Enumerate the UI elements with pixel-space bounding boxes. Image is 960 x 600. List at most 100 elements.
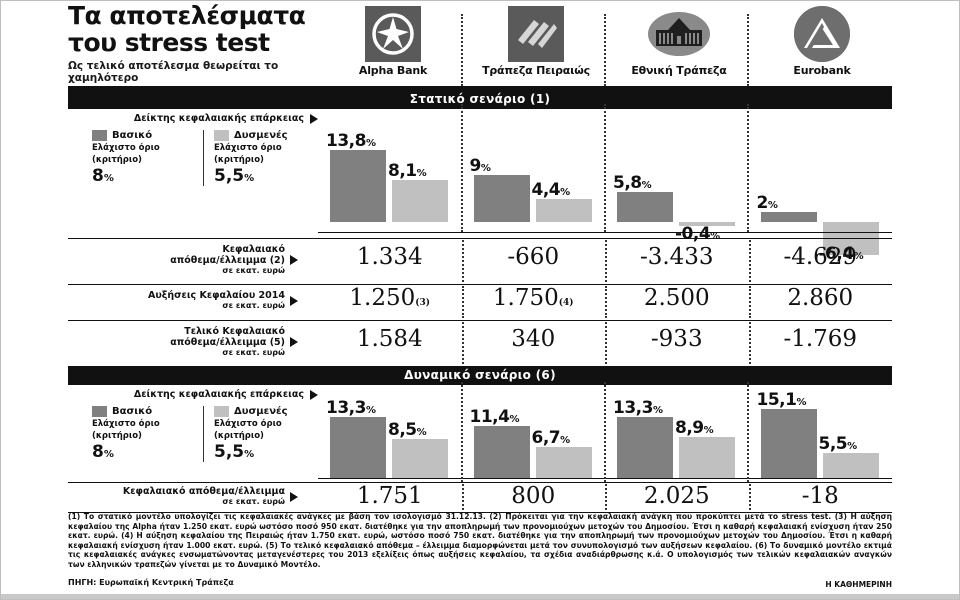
bank-column-piraeus: Τράπεζα Πειραιώς — [461, 6, 611, 77]
legend-static: Δείκτης κεφαλαιακής επάρκειας Βασικό Ελά… — [88, 113, 318, 186]
bar-unit: % — [703, 425, 714, 437]
bar-unit: % — [710, 231, 720, 242]
chart-baseline — [318, 232, 892, 233]
legend-adverse-sub2: (κριτήριο) — [214, 431, 264, 441]
bar-label-Βασικό-2: 13,3% — [613, 397, 663, 418]
row-value-cell: -660 — [462, 244, 606, 270]
bar-Βασικό-0 — [330, 416, 386, 478]
bar-value: 11,4 — [469, 406, 510, 427]
bar-value: 8,5 — [388, 419, 417, 440]
bar-value: 13,3 — [613, 397, 653, 418]
row-label: Αυξήσεις Κεφαλαίου 2014 σε εκατ. ευρώ — [68, 290, 300, 311]
bank-column-alpha: Alpha Bank — [318, 6, 468, 77]
row-label-unit: σε εκατ. ευρώ — [222, 497, 285, 506]
bar-unit: % — [847, 440, 857, 452]
source-label: ΠΗΓΗ: Ευρωπαϊκή Κεντρική Τράπεζα — [68, 578, 234, 587]
row-label-line1: Κεφαλαιακό — [222, 244, 285, 255]
chart1-divider-1 — [461, 104, 463, 232]
bar-unit: % — [652, 404, 663, 416]
row-rule — [68, 238, 892, 239]
bar-value: 5,8 — [613, 172, 642, 193]
legend-basic-number: 8 — [92, 442, 104, 462]
bar-Δυσμενές-3 — [822, 452, 879, 478]
bar-unit: % — [416, 167, 427, 179]
cell-value: -4.629 — [783, 244, 858, 270]
cell-value: 1.751 — [356, 483, 423, 509]
row-label-line2: απόθεμα/έλλειμμα (5) — [170, 337, 285, 348]
alpha-bank-logo — [365, 6, 421, 62]
row-value-cell: 1.334 — [318, 244, 462, 270]
bar-unit: % — [480, 163, 491, 175]
bar-unit: % — [365, 404, 376, 416]
cell-value: -3.433 — [639, 244, 714, 270]
triangle-icon — [290, 337, 298, 347]
row-rule — [68, 482, 892, 483]
legend-basic-dynamic: Βασικό Ελάχιστο όριο (κριτήριο) 8% — [88, 406, 203, 462]
bar-Δυσμενές-2 — [679, 437, 735, 478]
bar-label-Δυσμενές-1: 6,7% — [532, 428, 571, 448]
bar-value: 15,1 — [756, 389, 797, 410]
cell-value: 1.250 — [349, 285, 416, 311]
bar-Βασικό-1 — [473, 425, 530, 478]
row-label-line2: απόθεμα/έλλειμμα (2) — [170, 255, 285, 266]
bar-unit: % — [560, 187, 570, 199]
chart-column-1: 11,4% 6,7% — [462, 388, 606, 482]
row-label: Κεφαλαιακό απόθεμα/έλλειμμα (2) σε εκατ. ε… — [68, 244, 300, 276]
bar-Βασικό-3 — [760, 408, 817, 478]
row-value-cell: -3.433 — [605, 244, 749, 270]
row-value-cell: -1.769 — [749, 326, 893, 352]
row-value-cell: -4.629 — [749, 244, 893, 270]
chart-column-1: 9% 4,4% — [462, 110, 606, 232]
chart1-divider-2 — [604, 104, 606, 232]
bar-unit: % — [509, 413, 519, 425]
bar-label-Δυσμενές-1: 4,4% — [531, 180, 571, 201]
cell-value: 2.025 — [643, 483, 710, 509]
legend-adverse-number: 5,5 — [214, 442, 245, 462]
bar-value: -0,4 — [675, 224, 711, 244]
legend-heading-dynamic: Δείκτης κεφαλαιακής επάρκειας — [88, 389, 318, 401]
legend-basic-unit: % — [103, 173, 114, 184]
piraeus-bank-logo — [508, 6, 564, 62]
row-divider — [605, 484, 607, 510]
bar-label-Βασικό-1: 9% — [470, 156, 491, 176]
bar-label-Βασικό-1: 11,4% — [469, 406, 520, 427]
row-divider — [605, 322, 607, 364]
bank-column-nbg: Εθνική Τράπεζα — [604, 6, 754, 77]
bar-unit: % — [365, 138, 376, 150]
bar-unit: % — [767, 199, 778, 211]
page-title-line2: του stress test — [68, 28, 270, 57]
legend-adverse-value: 5,5% — [214, 166, 318, 186]
cell-footnote-ref: (3) — [415, 298, 431, 308]
cell-footnote-ref: (4) — [558, 298, 574, 308]
cell-value: 1.334 — [356, 244, 423, 270]
row-label-unit: σε εκατ. ευρώ — [222, 266, 285, 275]
legend-basic-value: 8% — [92, 442, 203, 462]
legend-adverse-label: Δυσμενές — [234, 406, 288, 417]
bar-label-Δυσμενές-2: 8,9% — [675, 418, 714, 438]
chart-column-0: 13,8% 8,1% — [318, 110, 462, 232]
chart-column-2: 5,8% -0,4% — [605, 110, 749, 244]
bar-label-Δυσμενές-2: -0,4% — [675, 224, 720, 244]
chart2-divider-2 — [604, 382, 606, 482]
row-rule — [68, 284, 892, 285]
triangle-icon — [310, 390, 318, 400]
legend-basic-static: Βασικό Ελάχιστο όριο (κριτήριο) 8% — [88, 130, 203, 186]
bar-unit: % — [560, 435, 570, 447]
national-bank-logo — [648, 6, 710, 62]
row-label: Κεφαλαιακό απόθεμα/έλλειμμα σε εκατ. ευρώ — [68, 486, 300, 507]
row-label-line1: Κεφαλαιακό απόθεμα/έλλειμμα — [122, 486, 285, 497]
legend-basic-sub2: (κριτήριο) — [92, 155, 142, 165]
triangle-icon — [290, 491, 298, 502]
bottom-bar — [0, 594, 960, 600]
legend-adverse-number: 5,5 — [214, 166, 245, 186]
bar-Βασικό-1 — [473, 175, 530, 222]
bar-value: 13,3 — [326, 397, 366, 418]
legend-swatch-basic-icon — [92, 406, 107, 417]
row-rule — [68, 512, 892, 513]
header-divider-1 — [461, 14, 463, 86]
bar-label-Δυσμενές-0: 8,5% — [388, 419, 427, 440]
bar-value: 4,4 — [531, 180, 561, 201]
section-header-dynamic: Δυναμικό σενάριο (6) — [68, 366, 892, 385]
bar-value: 9 — [469, 156, 482, 177]
